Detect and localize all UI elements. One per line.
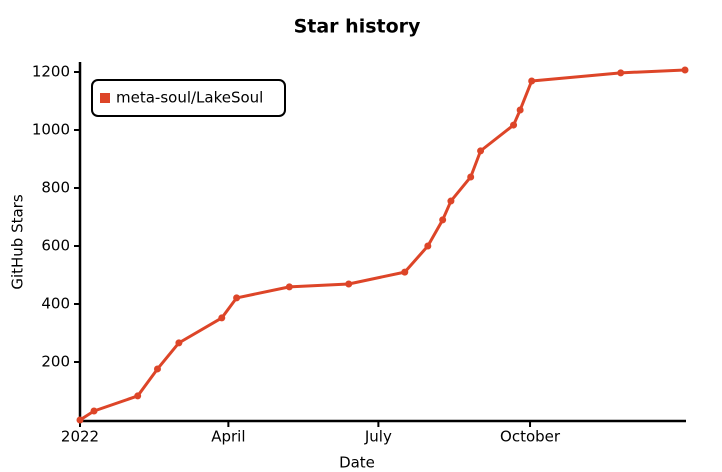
data-point — [528, 77, 536, 85]
x-tick-label: 2022 — [61, 428, 99, 446]
chart-title: Star history — [294, 16, 421, 38]
x-tick-label: October — [500, 428, 561, 446]
data-point — [401, 268, 409, 276]
data-point — [134, 392, 142, 400]
data-point — [617, 69, 625, 77]
y-tick-label: 1200 — [32, 63, 70, 81]
data-point — [285, 283, 293, 291]
data-point — [510, 121, 518, 129]
x-axis-label: Date — [339, 454, 375, 472]
legend-swatch — [100, 93, 110, 103]
data-point — [439, 216, 447, 224]
y-tick-label: 1000 — [32, 121, 70, 139]
y-tick-label: 200 — [41, 353, 70, 371]
data-point — [233, 294, 241, 302]
y-axis-label: GitHub Stars — [9, 194, 27, 290]
y-tick-label: 400 — [41, 295, 70, 313]
data-point — [153, 365, 161, 373]
x-tick-label: July — [364, 428, 392, 446]
data-point — [175, 339, 183, 347]
data-point — [477, 147, 485, 155]
data-point — [447, 197, 455, 205]
y-tick-label: 800 — [41, 179, 70, 197]
legend-label: meta-soul/LakeSoul — [116, 89, 263, 107]
data-point — [516, 106, 524, 114]
legend-box — [91, 79, 286, 117]
data-point — [345, 280, 353, 288]
y-tick-label: 600 — [41, 237, 70, 255]
data-point — [76, 416, 84, 424]
data-point — [90, 407, 98, 415]
data-point — [467, 173, 475, 181]
data-point — [681, 66, 689, 74]
data-line — [78, 68, 687, 422]
x-tick-label: April — [211, 428, 245, 446]
data-point — [218, 314, 226, 322]
data-point — [424, 242, 432, 250]
